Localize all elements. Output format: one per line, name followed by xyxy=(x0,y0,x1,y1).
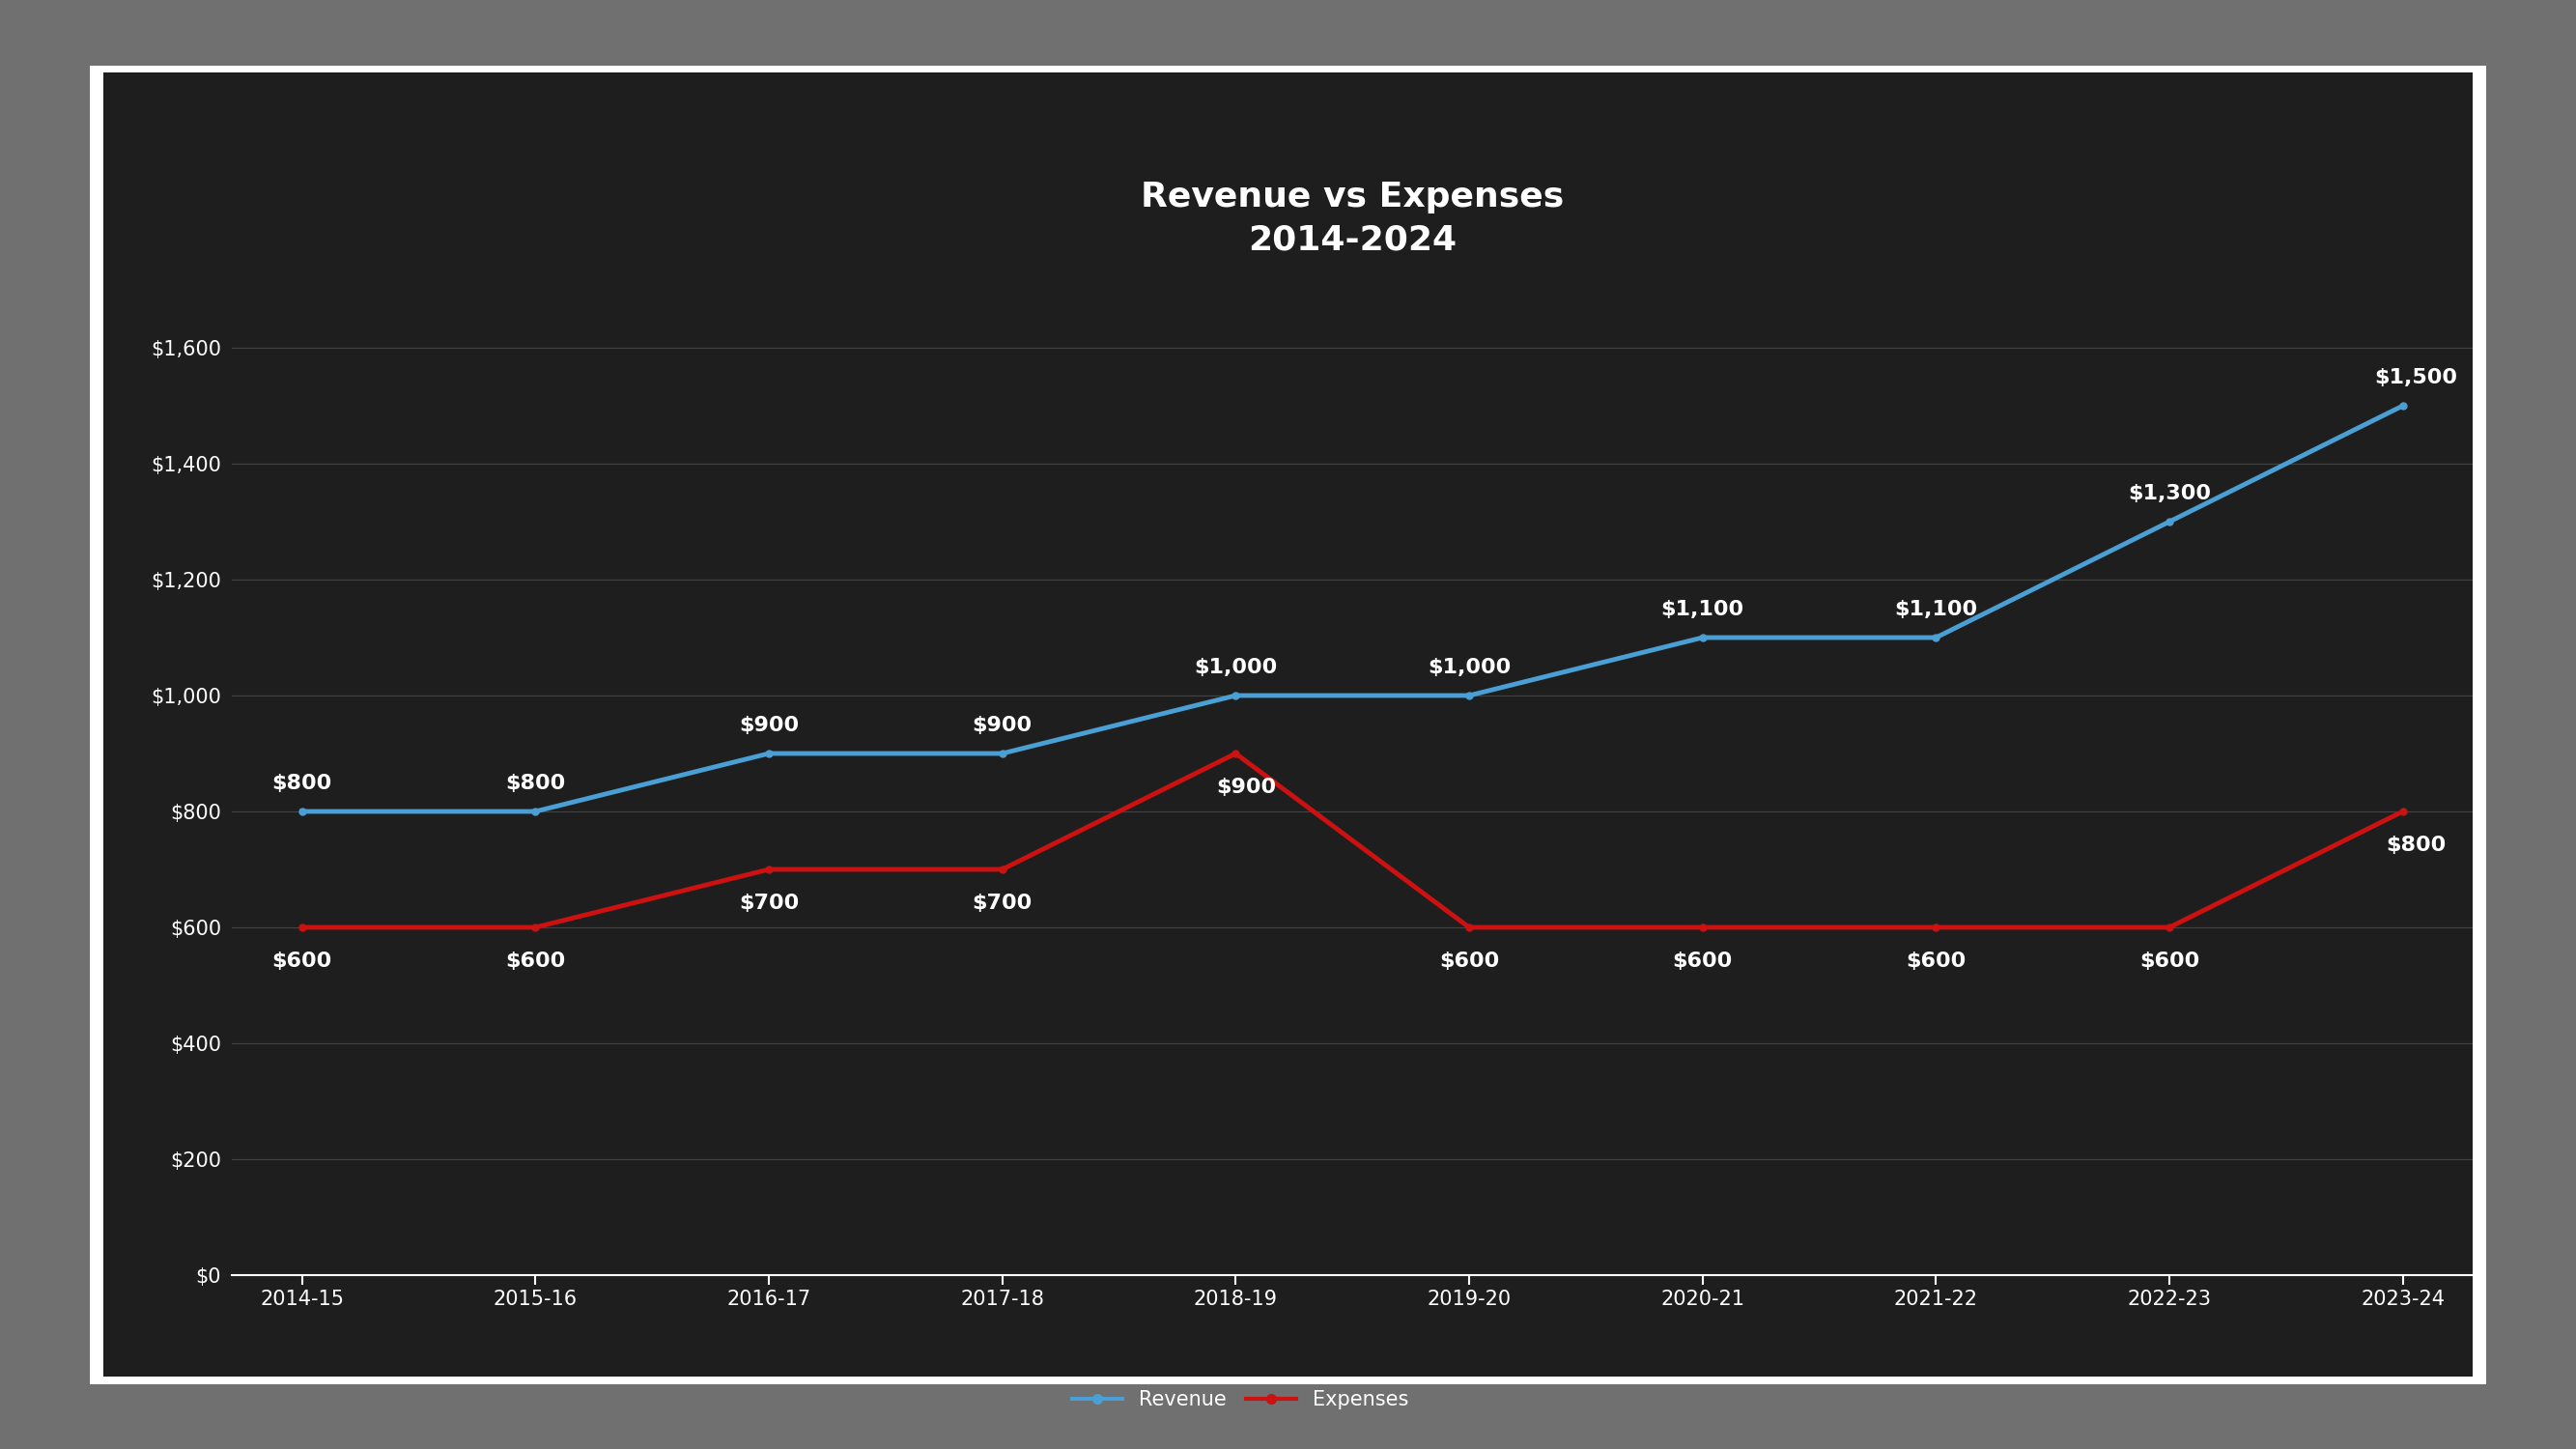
Title: Revenue vs Expenses
2014-2024: Revenue vs Expenses 2014-2024 xyxy=(1141,180,1564,256)
Expenses xyxy=(286,919,317,936)
Text: $800: $800 xyxy=(2385,836,2447,855)
Text: $1,500: $1,500 xyxy=(2375,368,2458,387)
Revenue xyxy=(1687,629,1718,646)
Text: $600: $600 xyxy=(2141,952,2200,971)
Text: $900: $900 xyxy=(1216,778,1278,797)
Text: $600: $600 xyxy=(1672,952,1734,971)
Expenses xyxy=(752,861,783,878)
Text: $700: $700 xyxy=(971,894,1033,913)
Text: $1,000: $1,000 xyxy=(1427,658,1510,677)
Expenses xyxy=(1922,919,1953,936)
Text: $800: $800 xyxy=(505,774,564,793)
Text: $900: $900 xyxy=(971,716,1033,735)
Text: $800: $800 xyxy=(273,774,332,793)
Text: $600: $600 xyxy=(273,952,332,971)
Text: $700: $700 xyxy=(739,894,799,913)
Revenue xyxy=(752,745,783,762)
Revenue xyxy=(286,803,317,820)
Expenses xyxy=(1221,745,1252,762)
Expenses xyxy=(520,919,551,936)
Expenses xyxy=(2154,919,2184,936)
Text: $900: $900 xyxy=(739,716,799,735)
Revenue xyxy=(1922,629,1953,646)
Line: Expenses: Expenses xyxy=(299,751,2406,930)
Text: $1,300: $1,300 xyxy=(2128,484,2210,503)
Text: $1,000: $1,000 xyxy=(1195,658,1278,677)
Expenses xyxy=(987,861,1018,878)
Legend: Revenue, Expenses: Revenue, Expenses xyxy=(1064,1382,1417,1417)
Revenue xyxy=(2388,397,2419,414)
Text: $1,100: $1,100 xyxy=(1662,600,1744,619)
Expenses xyxy=(2388,803,2419,820)
Revenue xyxy=(987,745,1018,762)
Line: Revenue: Revenue xyxy=(299,403,2406,814)
Expenses xyxy=(1687,919,1718,936)
Text: $600: $600 xyxy=(1440,952,1499,971)
Text: $600: $600 xyxy=(505,952,564,971)
Expenses xyxy=(1453,919,1484,936)
Text: $600: $600 xyxy=(1906,952,1965,971)
Text: $1,100: $1,100 xyxy=(1893,600,1978,619)
Revenue xyxy=(1221,687,1252,704)
Revenue xyxy=(520,803,551,820)
Revenue xyxy=(2154,513,2184,530)
Revenue xyxy=(1453,687,1484,704)
